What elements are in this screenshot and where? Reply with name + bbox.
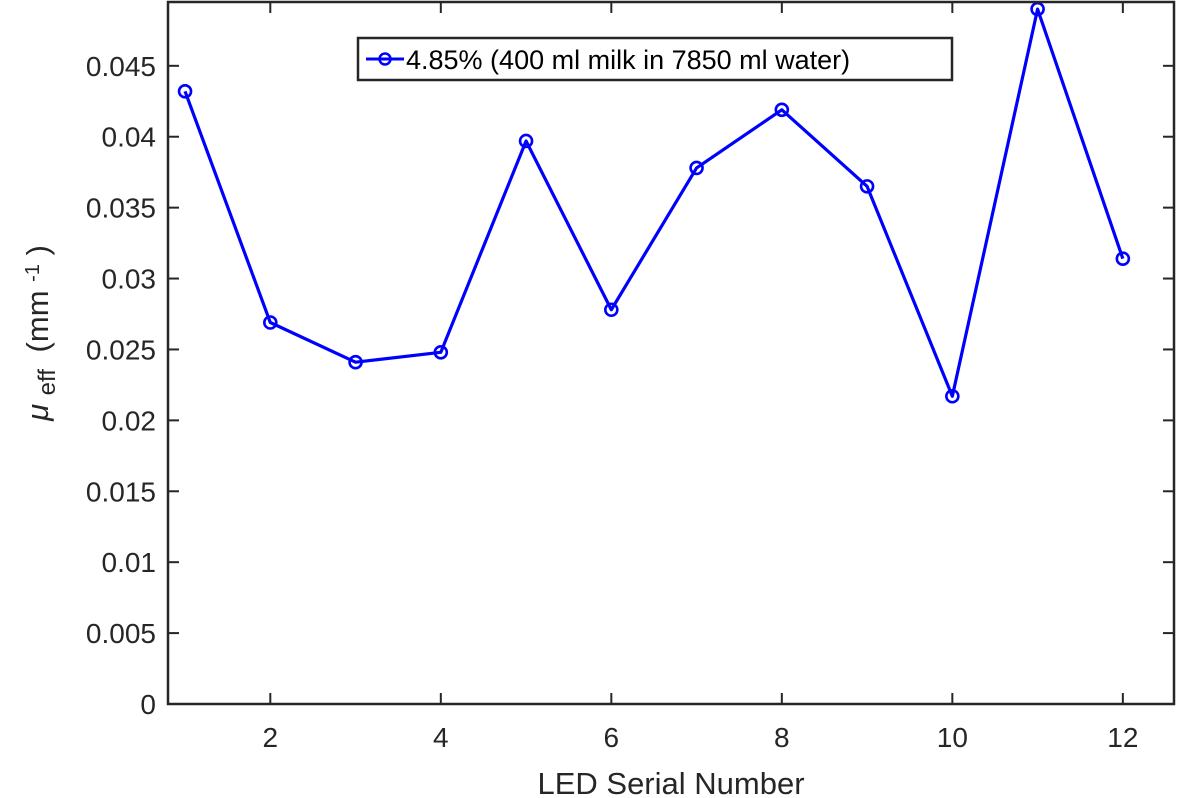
y-tick-label: 0.015 — [86, 476, 156, 507]
data-point — [1115, 251, 1131, 266]
data-point — [518, 133, 534, 149]
x-tick-label: 4 — [433, 722, 449, 753]
x-tick-label: 8 — [774, 722, 790, 753]
x-tick-label: 6 — [604, 722, 620, 753]
y-tick-label: 0.005 — [86, 618, 156, 649]
y-axis-label: μ eff (mm -1 ) — [20, 245, 61, 422]
data-point — [774, 102, 790, 118]
legend: 4.85% (400 ml milk in 7850 ml water) — [356, 36, 954, 82]
y-tick-label: 0 — [140, 689, 156, 720]
y-axis-label-superscript: -1 — [22, 264, 44, 282]
data-point — [604, 302, 619, 318]
data-point — [689, 160, 704, 176]
y-tick-label: 0.035 — [86, 193, 156, 224]
x-axis-label: LED Serial Number — [537, 766, 804, 798]
y-axis-ticks: 0 0.005 0.01 0.015 0.02 0.025 0.03 0.035 0.04 0.0… — [86, 51, 1174, 720]
data-point — [945, 388, 960, 404]
y-axis-label-subscript: eff — [34, 369, 61, 396]
y-axis-label-unit-close: ) — [20, 245, 55, 255]
data-point — [433, 344, 449, 360]
legend-marker-circle-icon — [378, 52, 392, 66]
series-line — [183, 7, 1125, 398]
y-tick-label: 0.04 — [102, 122, 157, 153]
x-axis-ticks: 2 4 6 8 10 12 — [263, 2, 1138, 753]
y-tick-label: 0.02 — [102, 405, 157, 436]
x-tick-label: 10 — [937, 722, 968, 753]
plot-area-frame — [166, 0, 1176, 706]
y-tick-label: 0.025 — [86, 334, 156, 365]
y-axis-label-unit: (mm — [20, 290, 55, 352]
data-point — [348, 354, 363, 370]
data-point — [177, 84, 193, 99]
y-tick-label: 0.03 — [102, 264, 157, 295]
x-tick-label: 2 — [263, 722, 279, 753]
plot-marks — [177, 1, 1131, 404]
x-tick-label: 12 — [1107, 722, 1138, 753]
data-point — [263, 315, 278, 330]
y-axis-label-symbol: μ — [20, 404, 55, 422]
data-point — [859, 179, 875, 194]
legend-box — [356, 36, 954, 82]
legend-entry-label: 4.85% (400 ml milk in 7850 ml water) — [406, 45, 850, 75]
y-tick-label: 0.01 — [102, 547, 157, 578]
y-tick-label: 0.045 — [86, 51, 156, 82]
